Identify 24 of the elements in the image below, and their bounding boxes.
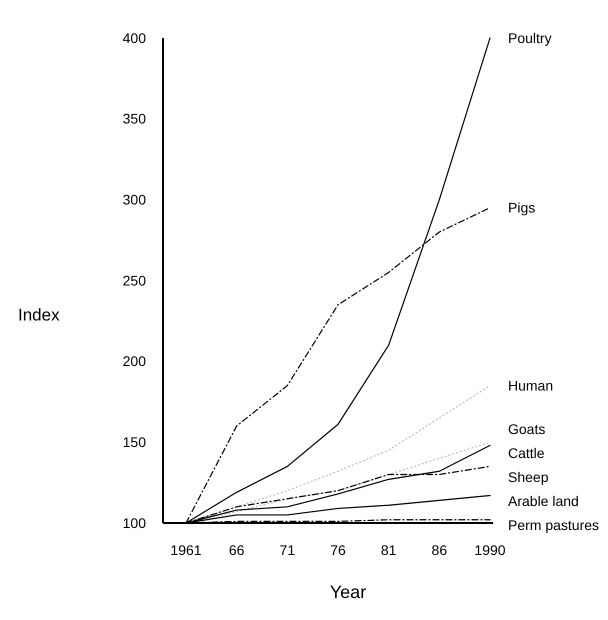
series-label: Poultry xyxy=(508,30,552,46)
series-label: Arable land xyxy=(508,492,579,509)
x-tick-label: 81 xyxy=(380,542,397,558)
series-label: Pigs xyxy=(508,200,536,216)
x-tick-label: 71 xyxy=(280,542,296,558)
y-axis-title: Index xyxy=(18,306,60,324)
y-tick-label: 250 xyxy=(122,272,146,288)
series-label: Cattle xyxy=(508,444,545,461)
x-tick-label: 66 xyxy=(228,542,245,558)
y-tick-label: 100 xyxy=(122,514,146,531)
y-tick-label: 400 xyxy=(122,30,146,46)
x-tick-label: 76 xyxy=(330,542,346,558)
x-tick-label: 86 xyxy=(432,542,448,558)
series-label: Sheep xyxy=(508,468,549,485)
series-label: Perm pastures xyxy=(508,516,600,533)
y-tick-label: 300 xyxy=(122,192,146,208)
y-tick-label: 200 xyxy=(122,353,146,370)
y-tick-label: 350 xyxy=(122,110,146,127)
series-label: Human xyxy=(508,377,554,394)
series-label: Goats xyxy=(508,420,546,437)
y-tick-label: 150 xyxy=(122,434,146,450)
x-tick-label: 1990 xyxy=(474,542,506,558)
x-tick-label: 1961 xyxy=(170,542,202,558)
x-axis-title: Year xyxy=(330,582,366,602)
